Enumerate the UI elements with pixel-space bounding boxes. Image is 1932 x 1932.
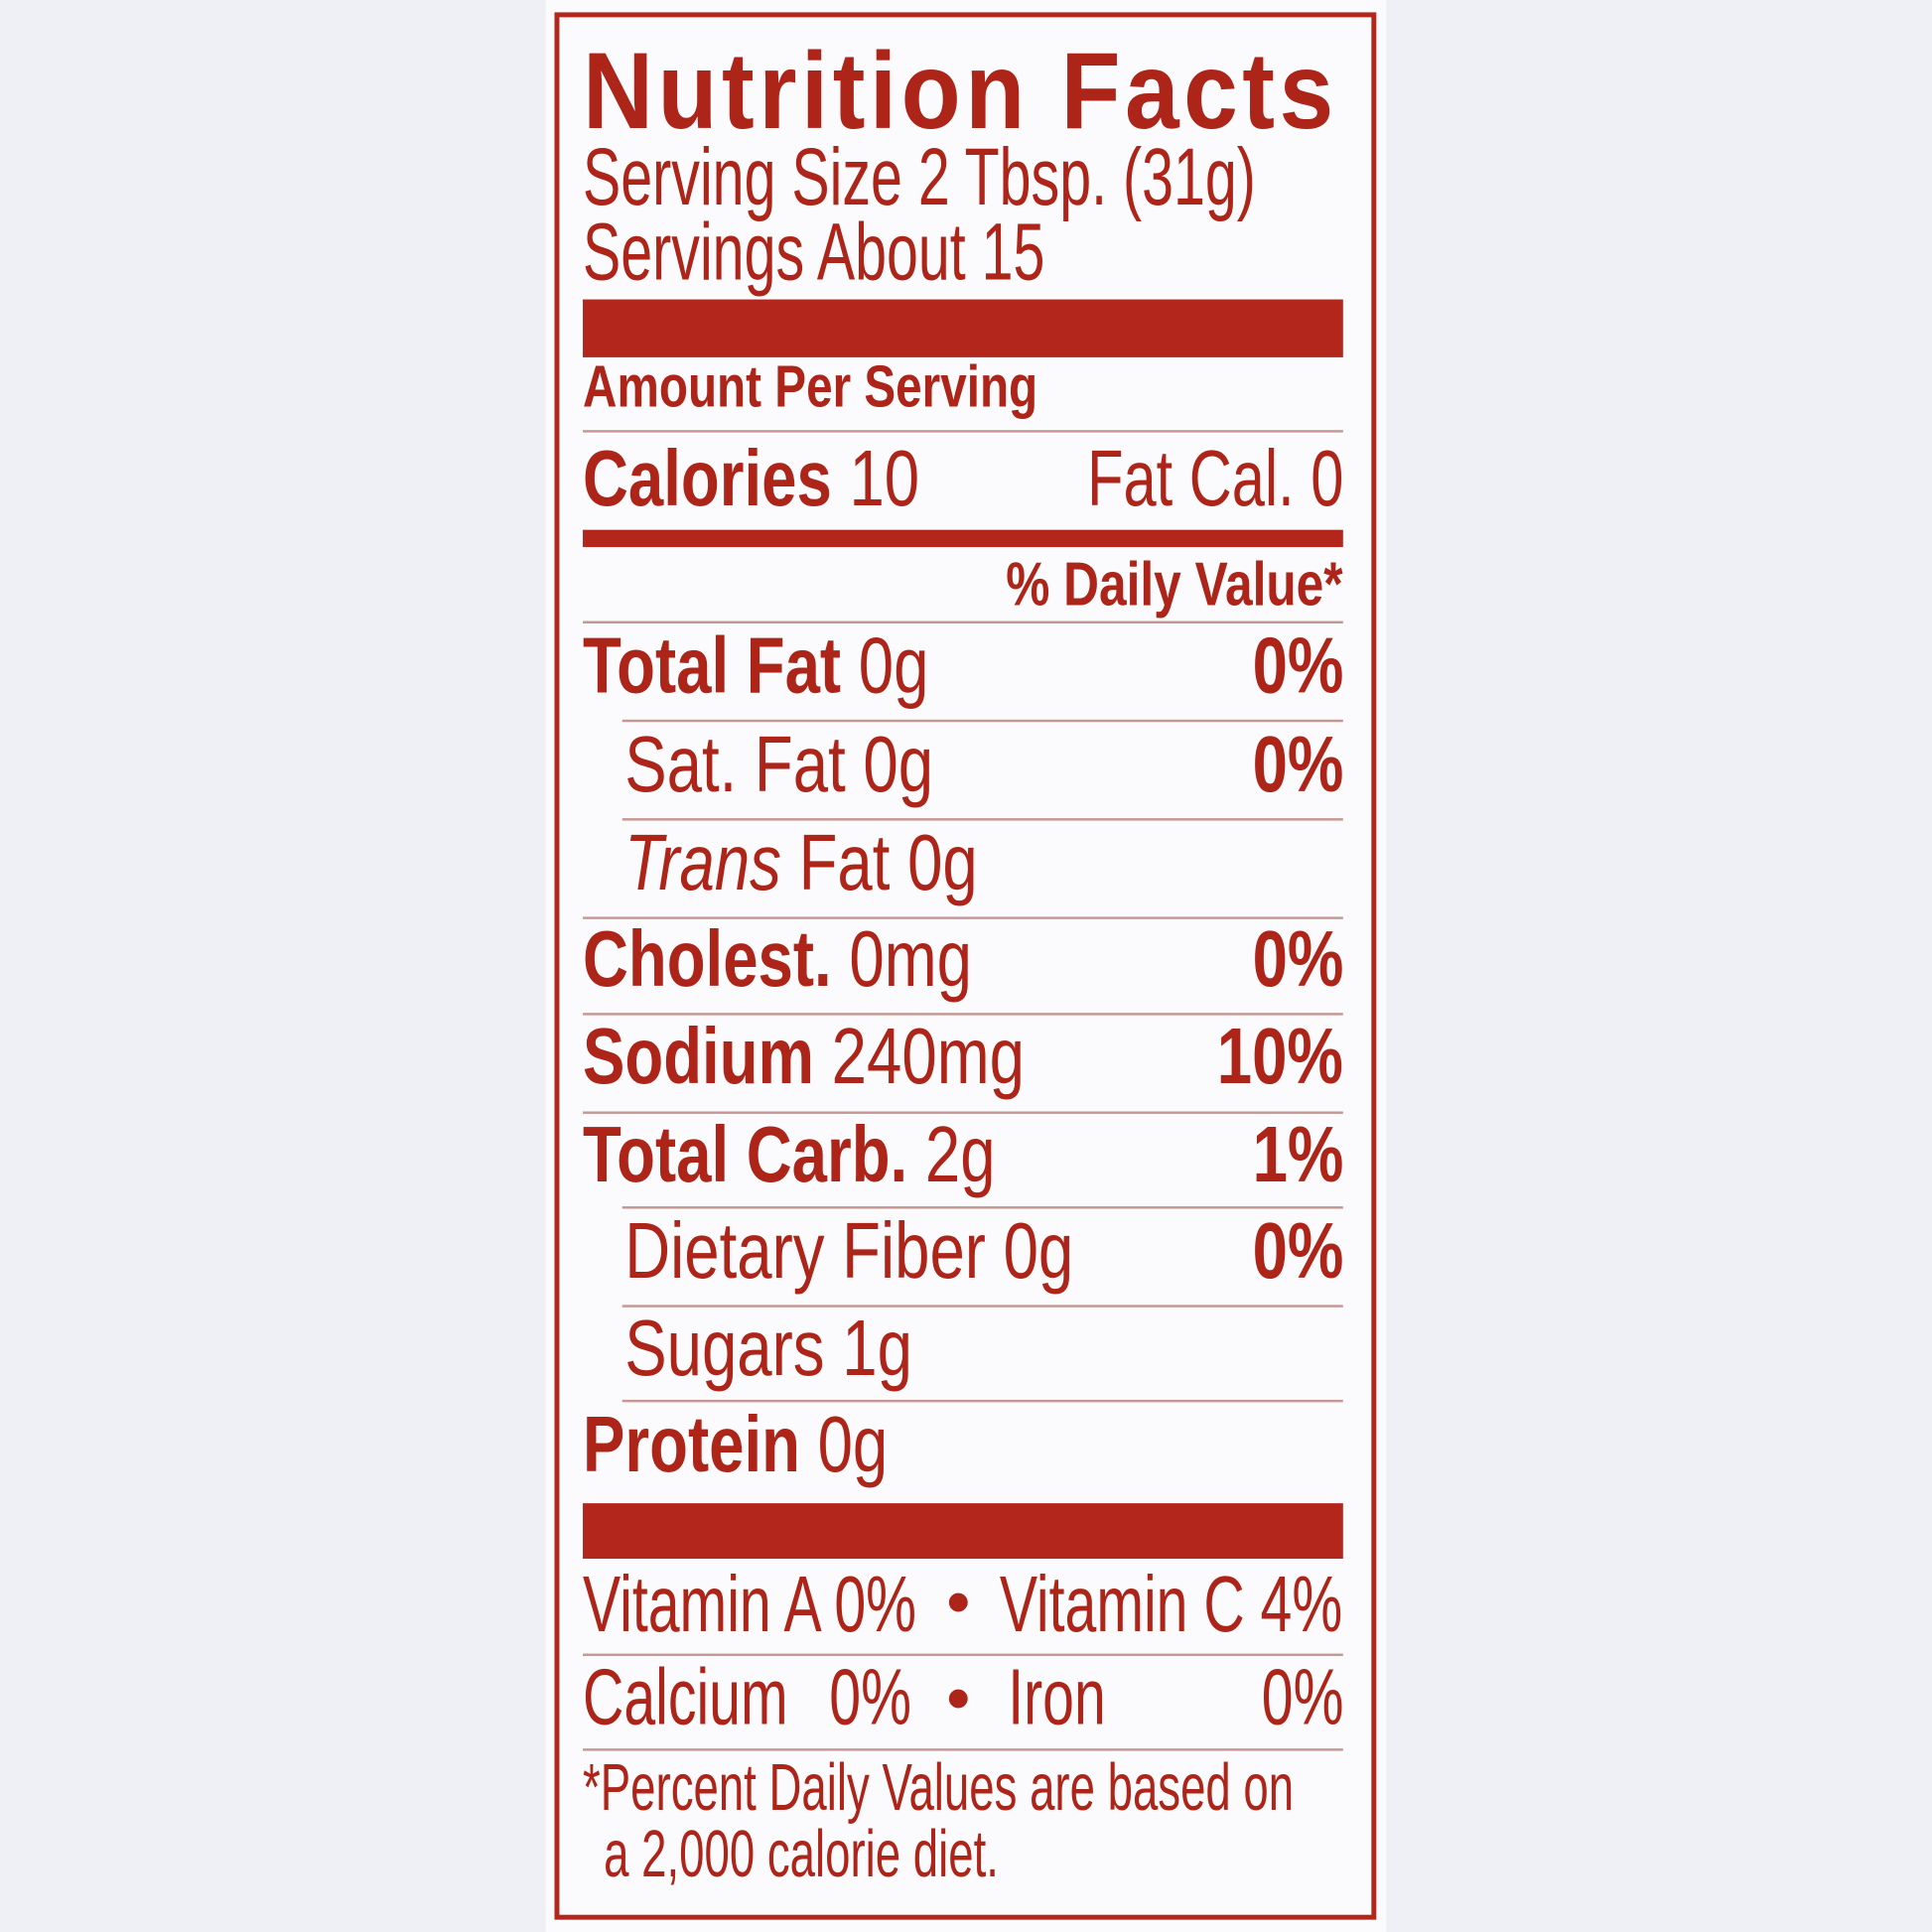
medium-divider <box>583 529 1343 548</box>
nutrient-row-trans-fat: Trans Fat 0g <box>624 823 978 901</box>
nutrient-dv-sodium: 10% <box>1216 1011 1343 1101</box>
nutrient-row-sugars: Sugars 1g <box>624 1309 912 1387</box>
divider <box>583 1748 1343 1751</box>
nutrient-dv-dietary-fiber: 0% <box>1251 1206 1343 1296</box>
label-title: Nutrition Facts <box>583 29 1338 152</box>
divider <box>621 719 1343 723</box>
nutrient-amount: 0g <box>817 1399 889 1489</box>
nutrient-dv-total-carb: 1% <box>1251 1110 1343 1199</box>
nutrient-row-sodium: Sodium 240mg <box>583 1017 1025 1095</box>
label-border <box>554 12 1377 1920</box>
nutrient-amount: 0g <box>858 621 929 710</box>
calories-label: Calories <box>583 433 832 523</box>
vitamin-c: Vitamin C 4% <box>1000 1565 1342 1643</box>
divider <box>621 1399 1343 1403</box>
divider <box>621 1305 1343 1308</box>
nutrient-label: Sugars <box>624 1304 825 1393</box>
divider <box>583 1653 1343 1657</box>
nutrient-row-total-carb: Total Carb. 2g <box>583 1115 995 1193</box>
nutrient-label-italic: Trans <box>624 818 781 907</box>
calcium-dv: 0% <box>829 1652 911 1741</box>
nutrient-amount: 0mg <box>849 913 972 1004</box>
divider <box>621 1206 1343 1209</box>
thick-divider <box>583 1503 1343 1559</box>
daily-value-header: % Daily Value* <box>1006 549 1343 620</box>
nutrient-row-total-fat: Total Fat 0g <box>583 625 928 704</box>
vitamin-c-label: Vitamin C <box>1000 1560 1246 1649</box>
nutrient-label: Fat <box>798 818 891 907</box>
bullet: • <box>946 1562 971 1640</box>
nutrient-label: Sodium <box>583 1011 815 1101</box>
vitamin-a-label: Vitamin A <box>583 1560 819 1649</box>
nutrient-amount: 240mg <box>831 1011 1025 1101</box>
nutrient-label: Sat. Fat <box>624 719 846 809</box>
divider <box>621 818 1343 821</box>
footnote-line-2: a 2,000 calorie diet. <box>604 1817 999 1892</box>
calcium-label: Calcium <box>583 1652 788 1741</box>
nutrient-amount: 0g <box>907 818 978 907</box>
bullet: • <box>946 1658 971 1736</box>
divider <box>583 916 1343 919</box>
nutrient-amount: 2g <box>924 1110 996 1199</box>
nutrient-label: Total Fat <box>583 621 842 710</box>
vitamin-c-dv: 4% <box>1261 1560 1343 1649</box>
thick-divider <box>583 299 1343 357</box>
nutrient-dv-cholest: 0% <box>1251 913 1343 1004</box>
calories-row: Calories 10 <box>583 439 919 517</box>
divider <box>583 1013 1343 1016</box>
nutrient-label: Total Carb. <box>583 1110 908 1199</box>
nutrient-label: Protein <box>583 1399 800 1489</box>
divider <box>583 430 1343 433</box>
divider <box>583 1111 1343 1114</box>
fat-calories: Fat Cal. 0 <box>1086 433 1343 523</box>
vitamin-a: Vitamin A 0% <box>583 1565 916 1643</box>
nutrient-label: Cholest. <box>583 913 832 1004</box>
iron-dv: 0% <box>1261 1652 1343 1741</box>
nutrient-row-sat-fat: Sat. Fat 0g <box>624 725 933 803</box>
divider <box>583 621 1343 623</box>
amount-per-serving: Amount Per Serving <box>583 354 1038 421</box>
nutrient-dv-sat-fat: 0% <box>1251 719 1343 809</box>
servings-per-container: Servings About 15 <box>583 206 1045 298</box>
nutrient-label: Dietary Fiber <box>624 1206 986 1296</box>
nutrient-row-protein: Protein 0g <box>583 1405 888 1483</box>
nutrient-amount: 1g <box>842 1304 912 1393</box>
nutrient-dv-total-fat: 0% <box>1251 621 1343 710</box>
nutrient-row-cholest: Cholest. 0mg <box>583 919 972 998</box>
calories-value: 10 <box>849 433 920 523</box>
nutrient-row-dietary-fiber: Dietary Fiber 0g <box>624 1211 1073 1290</box>
vitamin-a-dv: 0% <box>834 1560 916 1649</box>
footnote-line-1: *Percent Daily Values are based on <box>583 1750 1295 1826</box>
serving-size: Serving Size 2 Tbsp. (31g) <box>583 130 1256 222</box>
nutrient-amount: 0g <box>1003 1206 1074 1296</box>
nutrient-amount: 0g <box>863 719 934 809</box>
iron-label: Iron <box>1008 1652 1106 1741</box>
